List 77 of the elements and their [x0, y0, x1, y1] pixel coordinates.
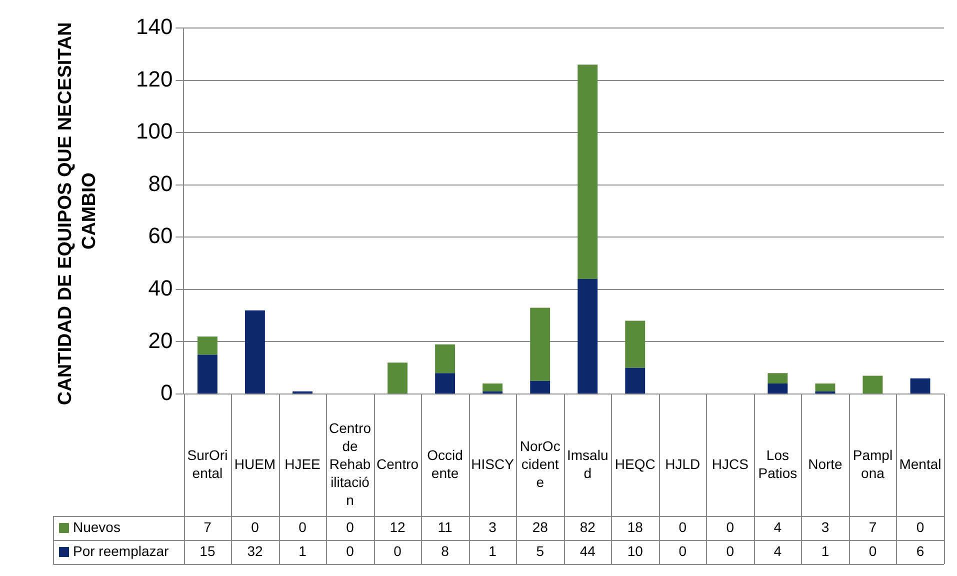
- data-label: 0: [726, 542, 734, 559]
- data-label: 3: [821, 518, 830, 535]
- bar: [482, 384, 503, 392]
- bar: [197, 336, 218, 355]
- bar: [625, 368, 646, 394]
- x-tick-label: Norte: [808, 456, 843, 472]
- x-tick-label: HJCS: [712, 456, 748, 472]
- data-label: 32: [247, 542, 263, 559]
- data-label: 28: [532, 518, 548, 535]
- legend-label: Por reemplazar: [73, 542, 170, 559]
- data-label: 0: [251, 518, 260, 535]
- bar: [578, 278, 598, 394]
- bar: [910, 378, 930, 394]
- x-tick-label: SurOriental: [187, 446, 228, 481]
- data-label: 3: [488, 518, 497, 535]
- x-tick-label: HJEE: [284, 456, 320, 472]
- x-tick-label: HJLD: [665, 456, 700, 472]
- x-tick-label: Pamplona: [852, 446, 893, 481]
- y-tick-label: 80: [148, 170, 173, 196]
- x-tick-label: HISCY: [471, 456, 515, 472]
- y-tick-label: 100: [136, 118, 173, 144]
- data-label: 15: [200, 542, 216, 559]
- data-label: 7: [868, 518, 877, 535]
- y-tick-label: 40: [148, 275, 173, 300]
- data-label: 0: [678, 542, 687, 559]
- data-label: 1: [488, 542, 497, 559]
- legend-label: Nuevos: [73, 518, 120, 535]
- y-tick-label: 20: [148, 328, 173, 353]
- data-label: 44: [580, 542, 596, 559]
- bar: [530, 308, 550, 381]
- bar: [768, 384, 788, 394]
- x-tick-label: HEQC: [614, 456, 656, 472]
- data-label: 0: [346, 518, 354, 535]
- data-label: 82: [580, 518, 596, 535]
- data-label: 0: [868, 542, 877, 559]
- x-tick-label: Imsalud: [566, 446, 608, 481]
- bar: [578, 64, 598, 279]
- bar: [768, 373, 788, 384]
- bar: [197, 354, 218, 394]
- x-tick-label: Centro de Rehabilitación: [329, 420, 372, 508]
- data-label: 12: [390, 518, 406, 535]
- data-label: 0: [916, 518, 924, 535]
- data-label: 0: [726, 518, 734, 535]
- data-label: 1: [298, 542, 307, 559]
- data-label: 0: [394, 542, 402, 559]
- data-label: 18: [627, 518, 644, 535]
- x-tick-label: Mental: [899, 456, 942, 472]
- x-tick-label: Occidente: [427, 446, 463, 481]
- bar: [862, 376, 883, 394]
- data-label: 1: [821, 542, 830, 559]
- y-tick-label: 120: [136, 66, 173, 92]
- data-label: 8: [441, 542, 450, 559]
- bar: [435, 373, 456, 394]
- data-label: 6: [916, 542, 924, 559]
- bar: [625, 320, 646, 368]
- x-tick-label: Los Patios: [758, 446, 798, 481]
- y-axis-title: CANTIDAD DE EQUIPOS QUE NECESITAN CAMBIO: [55, 16, 100, 406]
- data-label: 7: [204, 518, 212, 535]
- data-label: 10: [627, 542, 644, 559]
- x-tick-label: Centro: [376, 456, 419, 472]
- x-tick-label: NorOccidente: [520, 438, 560, 490]
- bar: [435, 344, 456, 374]
- x-tick-label: HUEM: [234, 456, 276, 472]
- data-label: 5: [536, 542, 544, 559]
- bar: [530, 380, 550, 394]
- bar: [388, 362, 408, 394]
- data-label: 0: [678, 518, 687, 535]
- data-label: 0: [346, 542, 354, 559]
- data-label: 4: [774, 542, 782, 559]
- data-label: 4: [774, 518, 782, 535]
- y-tick-label: 0: [160, 380, 173, 406]
- data-label: 11: [438, 518, 453, 535]
- bar: [245, 310, 265, 394]
- bar: [815, 384, 836, 392]
- data-label: 0: [298, 518, 307, 535]
- y-tick-label: 140: [136, 14, 173, 40]
- y-tick-label: 60: [148, 223, 173, 248]
